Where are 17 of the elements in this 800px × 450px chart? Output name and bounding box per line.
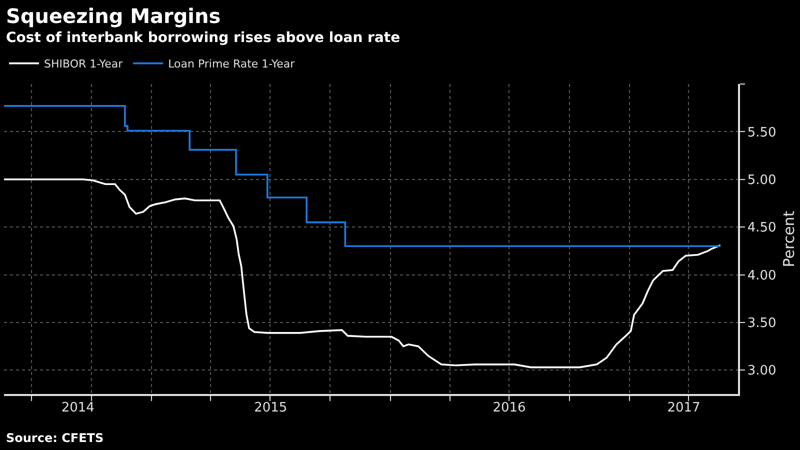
y-tick-label: 4.50 bbox=[747, 220, 776, 236]
y-tick-label: 3.00 bbox=[747, 364, 776, 379]
y-tick-label: 5.50 bbox=[747, 125, 776, 140]
y-tick-label: 5.00 bbox=[747, 172, 776, 188]
chart-title: Squeezing Margins bbox=[6, 4, 221, 28]
source-note: Source: CFETS bbox=[6, 431, 104, 445]
y-axis-title: Percent bbox=[780, 210, 798, 268]
line-series bbox=[4, 178, 722, 368]
x-tick-label: 2014 bbox=[61, 400, 94, 416]
y-tick-label: 3.50 bbox=[747, 316, 776, 332]
chart-subtitle: Cost of interbank borrowing rises above loan rate bbox=[6, 30, 400, 46]
legend-label: Loan Prime Rate 1-Year bbox=[168, 58, 296, 71]
x-tick-label: 2015 bbox=[254, 400, 288, 416]
x-tick-label: 2016 bbox=[492, 400, 526, 416]
legend-label: SHIBOR 1-Year bbox=[44, 58, 124, 71]
y-tick-label: 4.00 bbox=[747, 268, 776, 284]
x-tick-label: 2017 bbox=[667, 400, 700, 416]
